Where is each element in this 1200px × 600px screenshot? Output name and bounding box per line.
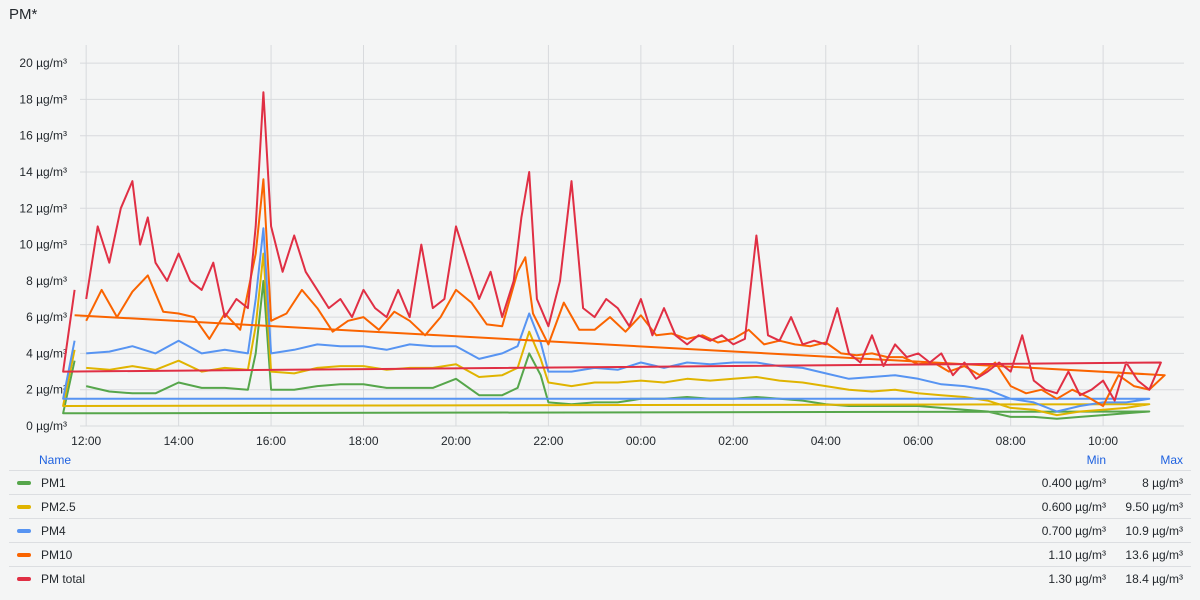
legend-row-pm2-5[interactable]: PM2.5 0.600 µg/m³ 9.50 µg/m³: [9, 494, 1191, 518]
y-tick-label: 8 µg/m³: [26, 274, 67, 288]
legend-series-name[interactable]: PM4: [41, 523, 66, 538]
series-lines: [62, 91, 1166, 420]
legend-swatch: [17, 504, 31, 509]
y-tick-label: 18 µg/m³: [19, 92, 67, 106]
legend-header-min[interactable]: Min: [1086, 453, 1106, 467]
x-tick-label: 12:00: [71, 434, 101, 448]
x-axis: 12:00 14:00 16:00 18:00 20:00 22:00 00:00 02:00…: [71, 434, 1118, 448]
y-tick-label: 12 µg/m³: [19, 201, 67, 215]
legend-series-name[interactable]: PM10: [41, 547, 73, 562]
x-tick-label: 02:00: [718, 434, 748, 448]
legend-series-name[interactable]: PM1: [41, 475, 66, 490]
legend-header: Name Min Max: [9, 450, 1191, 470]
x-tick-label: 08:00: [996, 434, 1026, 448]
legend-series-min: 0.600 µg/m³: [1041, 499, 1106, 514]
legend-swatch: [17, 528, 31, 533]
y-tick-label: 0 µg/m³: [26, 419, 67, 433]
legend-swatch: [17, 480, 31, 485]
legend-series-min: 1.30 µg/m³: [1048, 571, 1106, 586]
legend-series-min: 0.400 µg/m³: [1041, 475, 1106, 490]
y-tick-label: 4 µg/m³: [26, 346, 67, 360]
legend-swatch: [17, 552, 31, 557]
x-tick-label: 18:00: [348, 434, 378, 448]
legend-swatch: [17, 576, 31, 581]
legend-series-max: 9.50 µg/m³: [1125, 499, 1183, 514]
legend-series-max: 8 µg/m³: [1142, 475, 1183, 490]
legend-series-name[interactable]: PM total: [41, 571, 86, 586]
legend-series-max: 18.4 µg/m³: [1125, 571, 1183, 586]
y-axis: 0 µg/m³ 2 µg/m³ 4 µg/m³ 6 µg/m³ 8 µg/m³ 10 µg…: [19, 56, 67, 433]
y-tick-label: 2 µg/m³: [26, 383, 67, 397]
x-tick-label: 22:00: [533, 434, 563, 448]
series-line-pm2-5: [62, 252, 1151, 417]
legend-series-name[interactable]: PM2.5: [41, 499, 76, 514]
legend-row-pm-total[interactable]: PM total 1.30 µg/m³ 18.4 µg/m³: [9, 566, 1191, 590]
x-tick-label: 10:00: [1088, 434, 1118, 448]
legend-table: Name Min Max PM1 0.400 µg/m³ 8 µg/m³ PM2…: [9, 450, 1191, 590]
legend-row-pm1[interactable]: PM1 0.400 µg/m³ 8 µg/m³: [9, 470, 1191, 494]
y-tick-label: 6 µg/m³: [26, 310, 67, 324]
pm-line-chart: 0 µg/m³ 2 µg/m³ 4 µg/m³ 6 µg/m³ 8 µg/m³ 10 µg…: [19, 45, 1184, 448]
legend-row-pm4[interactable]: PM4 0.700 µg/m³ 10.9 µg/m³: [9, 518, 1191, 542]
x-tick-label: 06:00: [903, 434, 933, 448]
y-tick-label: 14 µg/m³: [19, 165, 67, 179]
legend-header-max[interactable]: Max: [1160, 453, 1183, 467]
legend-series-max: 10.9 µg/m³: [1125, 523, 1183, 538]
x-tick-label: 14:00: [164, 434, 194, 448]
y-tick-label: 10 µg/m³: [19, 238, 67, 252]
x-tick-label: 20:00: [441, 434, 471, 448]
legend-series-max: 13.6 µg/m³: [1125, 547, 1183, 562]
legend-row-pm10[interactable]: PM10 1.10 µg/m³ 13.6 µg/m³: [9, 542, 1191, 566]
legend-series-min: 0.700 µg/m³: [1041, 523, 1106, 538]
y-tick-label: 16 µg/m³: [19, 129, 67, 143]
series-line-pm-total: [62, 91, 1162, 402]
legend-series-min: 1.10 µg/m³: [1048, 547, 1106, 562]
legend-header-name[interactable]: Name: [39, 453, 72, 467]
x-tick-label: 16:00: [256, 434, 286, 448]
x-tick-label: 04:00: [811, 434, 841, 448]
panel-title: PM*: [9, 6, 38, 23]
series-line-pm1: [62, 279, 1151, 420]
y-tick-label: 20 µg/m³: [19, 56, 67, 70]
x-tick-label: 00:00: [626, 434, 656, 448]
series-line-pm10: [74, 178, 1166, 407]
